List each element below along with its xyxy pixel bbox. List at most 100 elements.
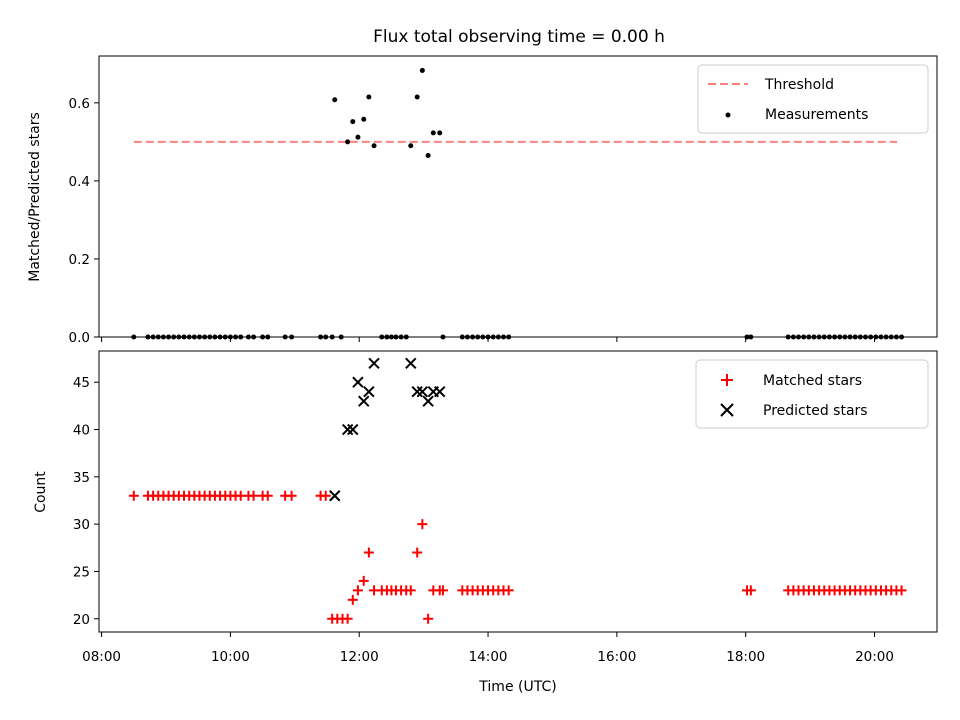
measurement-point: [847, 334, 853, 340]
predicted-star-point: [363, 385, 375, 398]
measurement-point: [796, 334, 802, 340]
predicted-star-point: [422, 395, 434, 407]
count-y-axis-label: Count: [33, 471, 49, 513]
measurement-point: [480, 334, 486, 340]
measurement-point: [899, 334, 905, 340]
ratio-panel-frame: [98, 55, 938, 338]
measurement-point: [233, 334, 239, 340]
y-tick-label: 0.4: [69, 174, 90, 190]
measurement-point: [883, 334, 889, 340]
matched-star-point: [423, 613, 434, 624]
measurement-point: [485, 334, 491, 340]
matched-star-point: [347, 594, 358, 605]
predicted-star-point: [352, 376, 364, 388]
x-tick-label: 16:00: [597, 649, 636, 665]
measurement-point: [878, 334, 884, 340]
measurement-point: [785, 334, 791, 340]
legend-predicted-swatch: [720, 403, 734, 417]
ratio-legend-box: [697, 64, 929, 134]
measurement-point: [318, 334, 324, 340]
measurement-point: [801, 334, 807, 340]
measurement-point: [166, 334, 172, 340]
predicted-star-point: [329, 490, 341, 502]
predicted-star-point: [347, 423, 359, 436]
measurement-point: [265, 334, 271, 340]
x-tick-label: 10:00: [211, 649, 250, 665]
ratio-panel: 0.0 0.2 0.4 0.6 Matched/Predicted stars Thr…: [27, 55, 938, 346]
measurement-point: [355, 134, 361, 140]
measurement-point: [131, 334, 137, 340]
predicted-star-point: [405, 357, 417, 370]
measurement-points: [131, 67, 905, 340]
matched-star-point: [412, 547, 423, 558]
measurement-point: [403, 334, 409, 340]
matched-star-point: [745, 585, 756, 596]
measurement-point: [345, 139, 351, 145]
measurement-point: [826, 334, 832, 340]
measurement-point: [171, 334, 177, 340]
y-tick-label: 45: [73, 375, 90, 391]
count-panel-frame: [98, 350, 938, 633]
measurement-point: [217, 334, 223, 340]
measurement-point: [379, 334, 385, 340]
matched-star-point: [896, 585, 907, 596]
measurement-point: [350, 119, 356, 125]
predicted-star-point: [434, 385, 446, 398]
y-tick-label: 30: [73, 517, 90, 533]
measurement-point: [806, 334, 812, 340]
measurement-point: [821, 334, 827, 340]
y-tick-label: 0.6: [69, 96, 90, 112]
y-tick-label: 40: [73, 423, 90, 439]
legend-matched-label: Matched stars: [763, 373, 862, 389]
measurement-point: [212, 334, 218, 340]
legend-measurements-swatch: [725, 112, 731, 118]
measurement-point: [868, 334, 874, 340]
legend-threshold-label: Threshold: [764, 77, 834, 93]
measurement-point: [160, 334, 166, 340]
measurement-point: [430, 130, 436, 136]
measurement-point: [196, 334, 202, 340]
measurement-point: [388, 334, 394, 340]
matched-star-point: [437, 585, 448, 596]
matched-star-point: [352, 585, 363, 596]
matched-star-point: [320, 490, 331, 501]
measurement-point: [323, 334, 329, 340]
matched-star-point: [342, 613, 353, 624]
predicted-star-point: [341, 423, 354, 436]
legend-predicted-label: Predicted stars: [763, 403, 868, 419]
matched-star-point: [128, 490, 139, 501]
measurement-point: [150, 334, 156, 340]
predicted-star-point: [368, 357, 380, 370]
count-legend: Matched stars Predicted stars: [695, 359, 929, 429]
measurement-point: [873, 334, 879, 340]
measurement-point: [744, 334, 750, 340]
measurement-point: [238, 334, 244, 340]
measurement-point: [251, 334, 257, 340]
x-tick-label: 20:00: [855, 649, 894, 665]
predicted-star-point: [416, 385, 429, 398]
predicted-star-point: [411, 385, 423, 398]
x-tick-label: 12:00: [340, 649, 379, 665]
measurement-point: [289, 334, 295, 340]
matched-star-point: [358, 575, 369, 586]
measurement-point: [176, 334, 182, 340]
y-tick-label: 0.0: [69, 330, 90, 346]
matched-star-point: [286, 490, 297, 501]
chart-title: Flux total observing time = 0.00 h: [373, 27, 665, 47]
measurement-point: [361, 116, 367, 122]
y-tick-label: 0.2: [69, 252, 90, 268]
measurement-point: [893, 334, 899, 340]
measurement-point: [506, 334, 512, 340]
measurement-point: [863, 334, 869, 340]
y-tick-label: 35: [73, 470, 90, 486]
measurement-point: [852, 334, 858, 340]
measurement-point: [186, 334, 192, 340]
measurement-point: [888, 334, 894, 340]
measurement-point: [440, 334, 446, 340]
matched-stars-points: [128, 490, 907, 624]
ratio-y-axis-label: Matched/Predicted stars: [27, 112, 43, 282]
measurement-point: [501, 334, 507, 340]
measurement-point: [414, 94, 420, 100]
count-panel: 20 25 30 35 40 45 08:00 10:00 12:00 14:00 16:00 18…: [33, 350, 938, 695]
